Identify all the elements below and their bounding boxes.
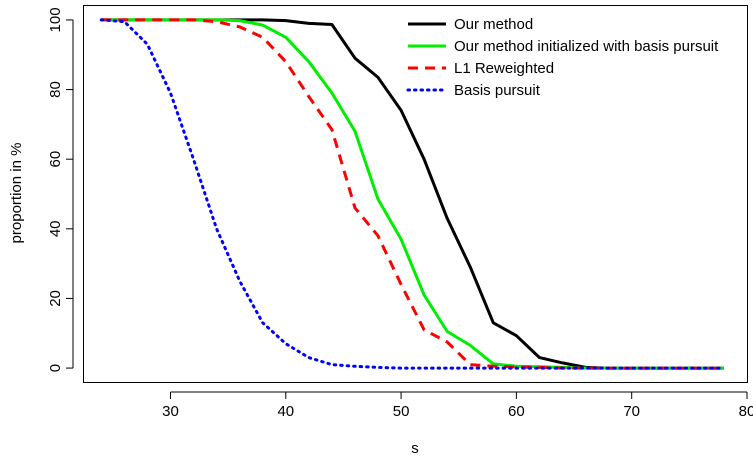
y-tick-label: 0 [47, 364, 64, 372]
x-tick-label: 80 [739, 403, 753, 420]
series-line-4 [99, 18, 726, 370]
series-line-3 [101, 18, 724, 370]
x-tick-label: 60 [508, 403, 525, 420]
y-tick-label: 40 [47, 220, 64, 237]
series-line-1 [101, 18, 724, 370]
x-axis: 30 40 50 60 70 80 [162, 391, 753, 420]
x-tick-label: 70 [623, 403, 640, 420]
series-layer [99, 18, 726, 370]
y-tick-label: 100 [47, 7, 64, 32]
y-tick-label: 20 [47, 290, 64, 307]
y-tick-label: 60 [47, 151, 64, 168]
legend: Our method Our method initialized with ba… [406, 16, 719, 99]
legend-label-2: Our method initialized with basis pursui… [454, 38, 719, 55]
y-tick-label: 80 [47, 81, 64, 98]
legend-label-1: Our method [454, 16, 533, 33]
x-tick-label: 50 [393, 403, 410, 420]
x-tick-label: 30 [162, 403, 179, 420]
y-axis-label: proportion in % [8, 143, 25, 244]
legend-label-3: L1 Reweighted [454, 60, 554, 77]
y-axis: 0 20 40 60 80 100 [47, 7, 74, 372]
legend-label-4: Basis pursuit [454, 82, 541, 99]
plot-frame [83, 5, 748, 383]
x-axis-label: s [411, 440, 419, 457]
series-line-2 [101, 18, 724, 370]
x-tick-label: 40 [277, 403, 294, 420]
